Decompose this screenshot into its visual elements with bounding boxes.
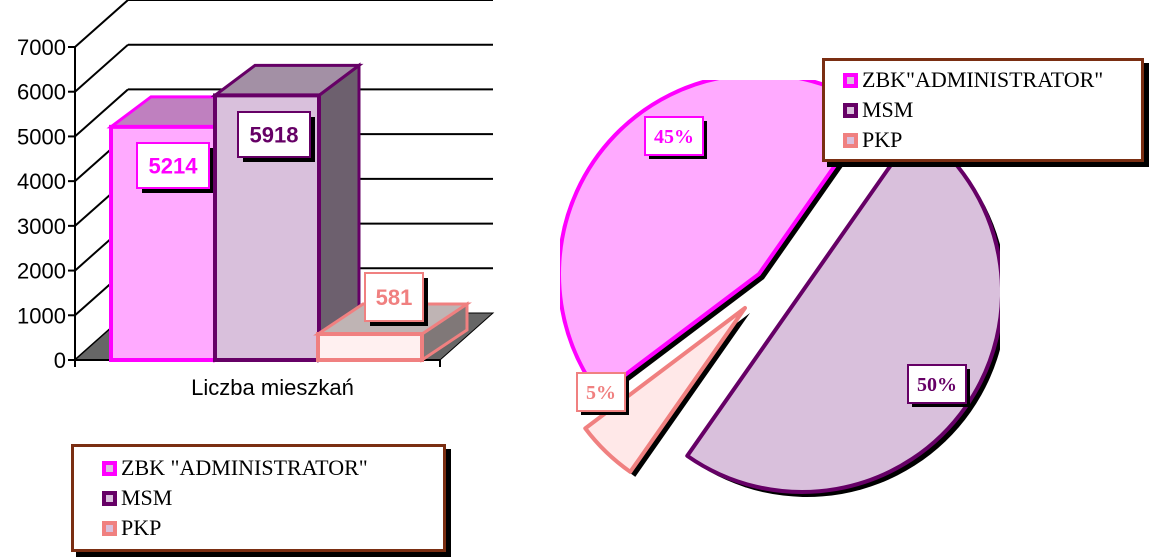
legend-swatch-msm	[102, 490, 117, 506]
bar-data-label-1: 5918	[250, 123, 299, 148]
y-tick-label-7000: 7000	[17, 35, 66, 60]
pie-label-box-zbk	[644, 116, 704, 156]
y-tick-label-4000: 4000	[17, 169, 66, 194]
bar-data-label-0: 5214	[149, 154, 199, 179]
y-tick-label-3000: 3000	[17, 214, 66, 239]
bar-front-2	[316, 332, 424, 362]
pie-legend-swatch-zbk	[843, 72, 858, 88]
pie-legend-item-msm: MSM	[843, 95, 1141, 125]
pie-slice-pkp	[583, 306, 747, 474]
bar-data-label-2: 581	[376, 285, 413, 310]
x-category-label: Liczba mieszkań	[191, 375, 354, 400]
pie-data-label-msm: 50%	[917, 374, 957, 396]
grid-diagonal-6000	[74, 43, 129, 93]
pie-chart-legend: ZBK"ADMINISTRATOR" MSM PKP	[822, 58, 1144, 162]
grid-diagonal-7000	[74, 0, 129, 48]
pie-slice-zbk	[560, 80, 876, 397]
legend-label-msm: MSM	[121, 485, 173, 510]
pie-legend-item-zbk: ZBK"ADMINISTRATOR"	[843, 65, 1141, 95]
pie-legend-label-pkp: PKP	[862, 127, 903, 152]
bar-pkp	[313, 301, 472, 363]
bar-label-box-1	[237, 111, 311, 158]
legend-swatch-zbk	[102, 460, 117, 476]
pie-label-box-pkp	[576, 372, 626, 412]
legend-item-pkp: PKP	[102, 513, 443, 543]
pie-legend-swatch-msm	[843, 102, 858, 118]
pie-legend-item-pkp: PKP	[843, 125, 1141, 155]
pie-chart: 45% 50% 5%	[560, 80, 1000, 497]
pie-legend-swatch-pkp	[843, 132, 858, 148]
legend-item-zbk: ZBK "ADMINISTRATOR"	[102, 453, 443, 483]
legend-swatch-pkp	[102, 520, 117, 536]
pie-legend-label-zbk: ZBK"ADMINISTRATOR"	[862, 67, 1104, 92]
y-tick-label-5000: 5000	[17, 124, 66, 149]
pie-legend-label-msm: MSM	[862, 97, 914, 122]
y-tick-label-2000: 2000	[17, 259, 66, 284]
bar-chart-legend: ZBK "ADMINISTRATOR" MSM PKP	[71, 444, 446, 552]
y-tick-label-1000: 1000	[17, 303, 66, 328]
y-tick-label-0: 0	[54, 348, 66, 373]
pie-label-box-msm	[907, 364, 967, 404]
legend-label-pkp: PKP	[121, 515, 162, 540]
pie-data-label-pkp: 5%	[586, 382, 616, 404]
bar-label-box-0	[136, 142, 210, 189]
bar-msm	[210, 62, 364, 363]
bar-chart: 0 1000 2000 3000 4000 5000 6000 7000 Liczba mies…	[17, 0, 495, 400]
grid-diagonal-5000	[74, 88, 129, 138]
legend-item-msm: MSM	[102, 483, 443, 513]
y-tick-label-6000: 6000	[17, 80, 66, 105]
legend-label-zbk: ZBK "ADMINISTRATOR"	[121, 455, 368, 480]
bar-label-box-2	[364, 272, 424, 322]
pie-data-label-zbk: 45%	[654, 126, 694, 148]
